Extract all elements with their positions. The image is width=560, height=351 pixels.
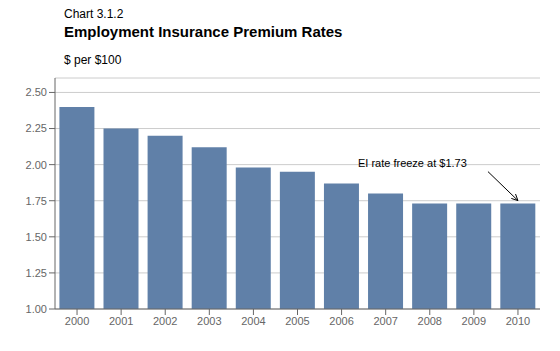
html-text:Chart 3.1.2: Chart 3.1.2 [64, 7, 124, 21]
svg-text:1.25: 1.25 [26, 267, 47, 279]
svg-text:1.00: 1.00 [26, 303, 47, 315]
svg-text:2002: 2002 [153, 315, 177, 327]
svg-text:1.75: 1.75 [26, 195, 47, 207]
svg-text:2.50: 2.50 [26, 86, 47, 98]
svg-text:2004: 2004 [241, 315, 265, 327]
svg-text:EI rate freeze at $1.73: EI rate freeze at $1.73 [358, 157, 467, 169]
svg-text:2.00: 2.00 [26, 159, 47, 171]
svg-text:2009: 2009 [462, 315, 486, 327]
svg-text:2003: 2003 [197, 315, 221, 327]
svg-text:2001: 2001 [109, 315, 133, 327]
svg-text:2005: 2005 [285, 315, 309, 327]
svg-text:2.25: 2.25 [26, 122, 47, 134]
svg-text:2000: 2000 [65, 315, 89, 327]
svg-text:2010: 2010 [506, 315, 530, 327]
svg-text:2007: 2007 [373, 315, 397, 327]
svg-text:2006: 2006 [329, 315, 353, 327]
html-text:$ per $100: $ per $100 [64, 53, 122, 67]
html-text:Employment Insurance Premium R: Employment Insurance Premium Rates [64, 23, 343, 40]
svg-text:1.50: 1.50 [26, 231, 47, 243]
svg-text:2008: 2008 [418, 315, 442, 327]
